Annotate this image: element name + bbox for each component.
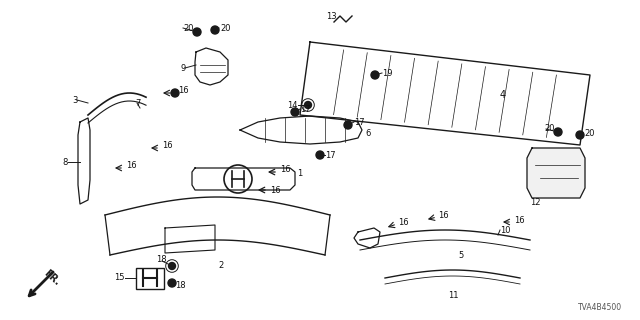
Text: 17: 17 bbox=[325, 150, 335, 159]
Text: 19: 19 bbox=[382, 68, 392, 77]
Circle shape bbox=[554, 128, 562, 136]
Text: 16: 16 bbox=[398, 218, 408, 227]
Text: 20: 20 bbox=[584, 129, 595, 138]
Text: 13: 13 bbox=[326, 12, 337, 20]
Text: 15: 15 bbox=[115, 274, 125, 283]
Text: 12: 12 bbox=[530, 197, 541, 206]
Text: 16: 16 bbox=[162, 140, 173, 149]
Circle shape bbox=[211, 26, 219, 34]
Circle shape bbox=[344, 121, 352, 129]
Text: 10: 10 bbox=[500, 226, 511, 235]
Text: 16: 16 bbox=[514, 215, 525, 225]
Circle shape bbox=[576, 131, 584, 139]
Text: 20: 20 bbox=[220, 23, 230, 33]
Polygon shape bbox=[527, 148, 585, 198]
Circle shape bbox=[193, 28, 201, 36]
Circle shape bbox=[371, 71, 379, 79]
Text: 16: 16 bbox=[178, 85, 189, 94]
Text: 16: 16 bbox=[126, 161, 136, 170]
Text: 17: 17 bbox=[300, 105, 310, 114]
Circle shape bbox=[168, 279, 176, 287]
Text: 3: 3 bbox=[72, 95, 77, 105]
Circle shape bbox=[291, 108, 299, 116]
Text: 14: 14 bbox=[287, 100, 298, 109]
Text: 16: 16 bbox=[270, 186, 280, 195]
Text: 1: 1 bbox=[297, 169, 302, 178]
Text: 7: 7 bbox=[135, 99, 140, 108]
Text: 5: 5 bbox=[458, 252, 463, 260]
Text: 16: 16 bbox=[438, 211, 449, 220]
Text: 20: 20 bbox=[544, 124, 554, 132]
Text: 8: 8 bbox=[62, 157, 67, 166]
Text: FR.: FR. bbox=[42, 268, 62, 288]
Text: 2: 2 bbox=[218, 260, 223, 269]
Text: 16: 16 bbox=[280, 164, 291, 173]
Text: 18: 18 bbox=[156, 255, 166, 265]
Bar bbox=[136, 268, 164, 289]
Text: 4: 4 bbox=[500, 90, 506, 100]
Text: 17: 17 bbox=[354, 117, 365, 126]
Text: 9: 9 bbox=[180, 63, 185, 73]
Circle shape bbox=[168, 262, 175, 269]
Circle shape bbox=[171, 89, 179, 97]
Text: 11: 11 bbox=[448, 291, 458, 300]
Text: TVA4B4500: TVA4B4500 bbox=[578, 303, 622, 312]
Text: 6: 6 bbox=[365, 129, 371, 138]
Text: 20: 20 bbox=[183, 23, 193, 33]
Circle shape bbox=[316, 151, 324, 159]
Circle shape bbox=[305, 101, 312, 108]
Text: 18: 18 bbox=[175, 281, 186, 290]
